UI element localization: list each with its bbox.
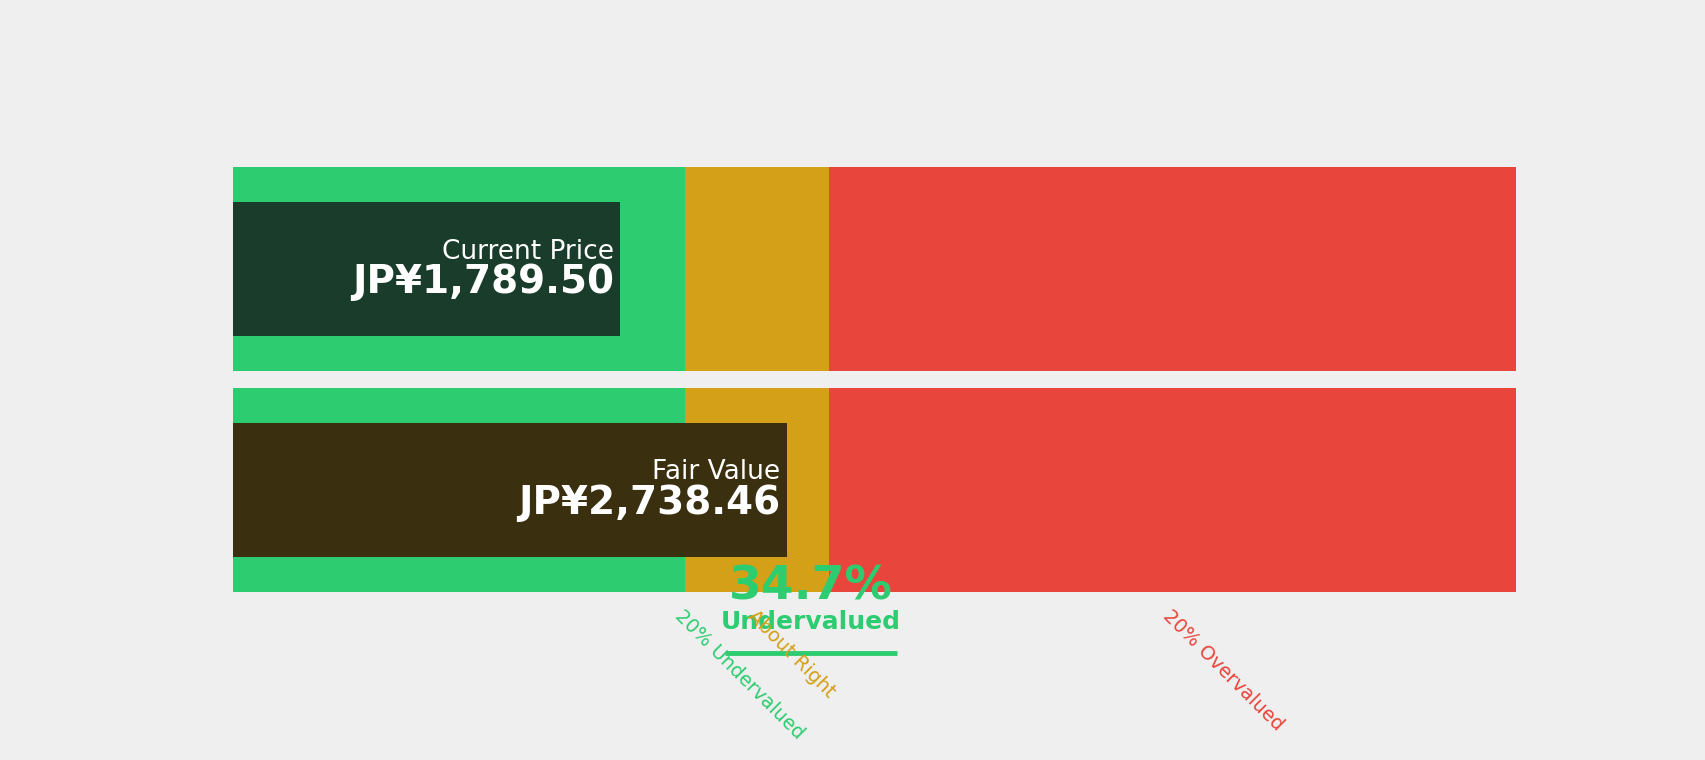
Text: 20% Undervalued: 20% Undervalued (670, 606, 806, 743)
Bar (684, 388, 829, 591)
Text: Undervalued: Undervalued (721, 610, 900, 635)
Text: Fair Value: Fair Value (651, 459, 781, 486)
Text: JP¥2,738.46: JP¥2,738.46 (518, 484, 781, 522)
Bar (829, 167, 1514, 371)
Bar (829, 388, 1514, 591)
Bar (684, 167, 829, 371)
Text: JP¥1,789.50: JP¥1,789.50 (351, 264, 614, 302)
Text: 20% Overvalued: 20% Overvalued (1158, 606, 1286, 734)
Bar (234, 388, 684, 591)
Bar (234, 423, 786, 557)
Bar (234, 167, 684, 371)
Text: About Right: About Right (743, 606, 837, 701)
Bar (234, 202, 621, 336)
Text: Current Price: Current Price (442, 239, 614, 264)
Text: 34.7%: 34.7% (728, 564, 892, 609)
